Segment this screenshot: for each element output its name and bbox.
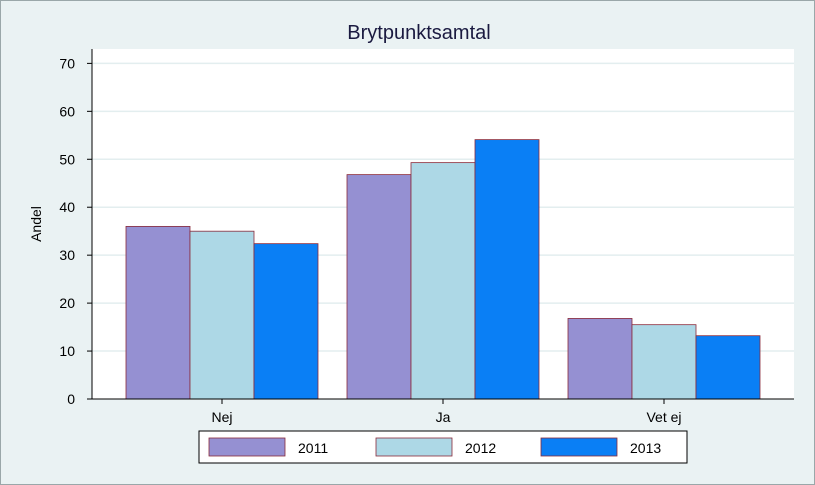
bar-2013-vet-ej [695,335,761,400]
bar-2012-nej [189,230,255,400]
legend-swatch-2011 [208,437,286,457]
y-tick-label: 10 [59,343,75,359]
legend-label-2012: 2012 [465,440,496,456]
bar-2011-nej [125,225,191,400]
bar-2013-nej [253,243,319,400]
bar-2011-ja [346,174,412,400]
bar-2012-vet-ej [631,324,697,400]
y-tick-label: 20 [59,295,75,311]
chart-title: Brytpunktsamtal [347,22,490,44]
bar-2011-vet-ej [567,318,633,400]
legend-label-2013: 2013 [630,440,661,456]
legend: 2011 2012 2013 [198,430,688,464]
y-tick-label: 0 [67,391,75,407]
y-tick-label: 30 [59,247,75,263]
bar-2012-ja [410,162,476,400]
x-tick-label: Vet ej [646,409,681,425]
legend-label-2011: 2011 [298,440,328,456]
legend-swatch-2013 [540,437,618,457]
y-axis-label: Andel [28,206,44,242]
x-tick-label: Ja [436,409,451,425]
legend-swatch-2012 [375,437,453,457]
y-tick-label: 70 [59,55,75,71]
y-tick-label: 40 [59,199,75,215]
y-tick-label: 50 [59,151,75,167]
axes: 0 10 20 30 40 50 60 70 Nej Ja Vet ej [59,49,794,425]
y-tick-label: 60 [59,103,75,119]
x-tick-label: Nej [211,409,232,425]
bar-2013-ja [474,139,540,400]
